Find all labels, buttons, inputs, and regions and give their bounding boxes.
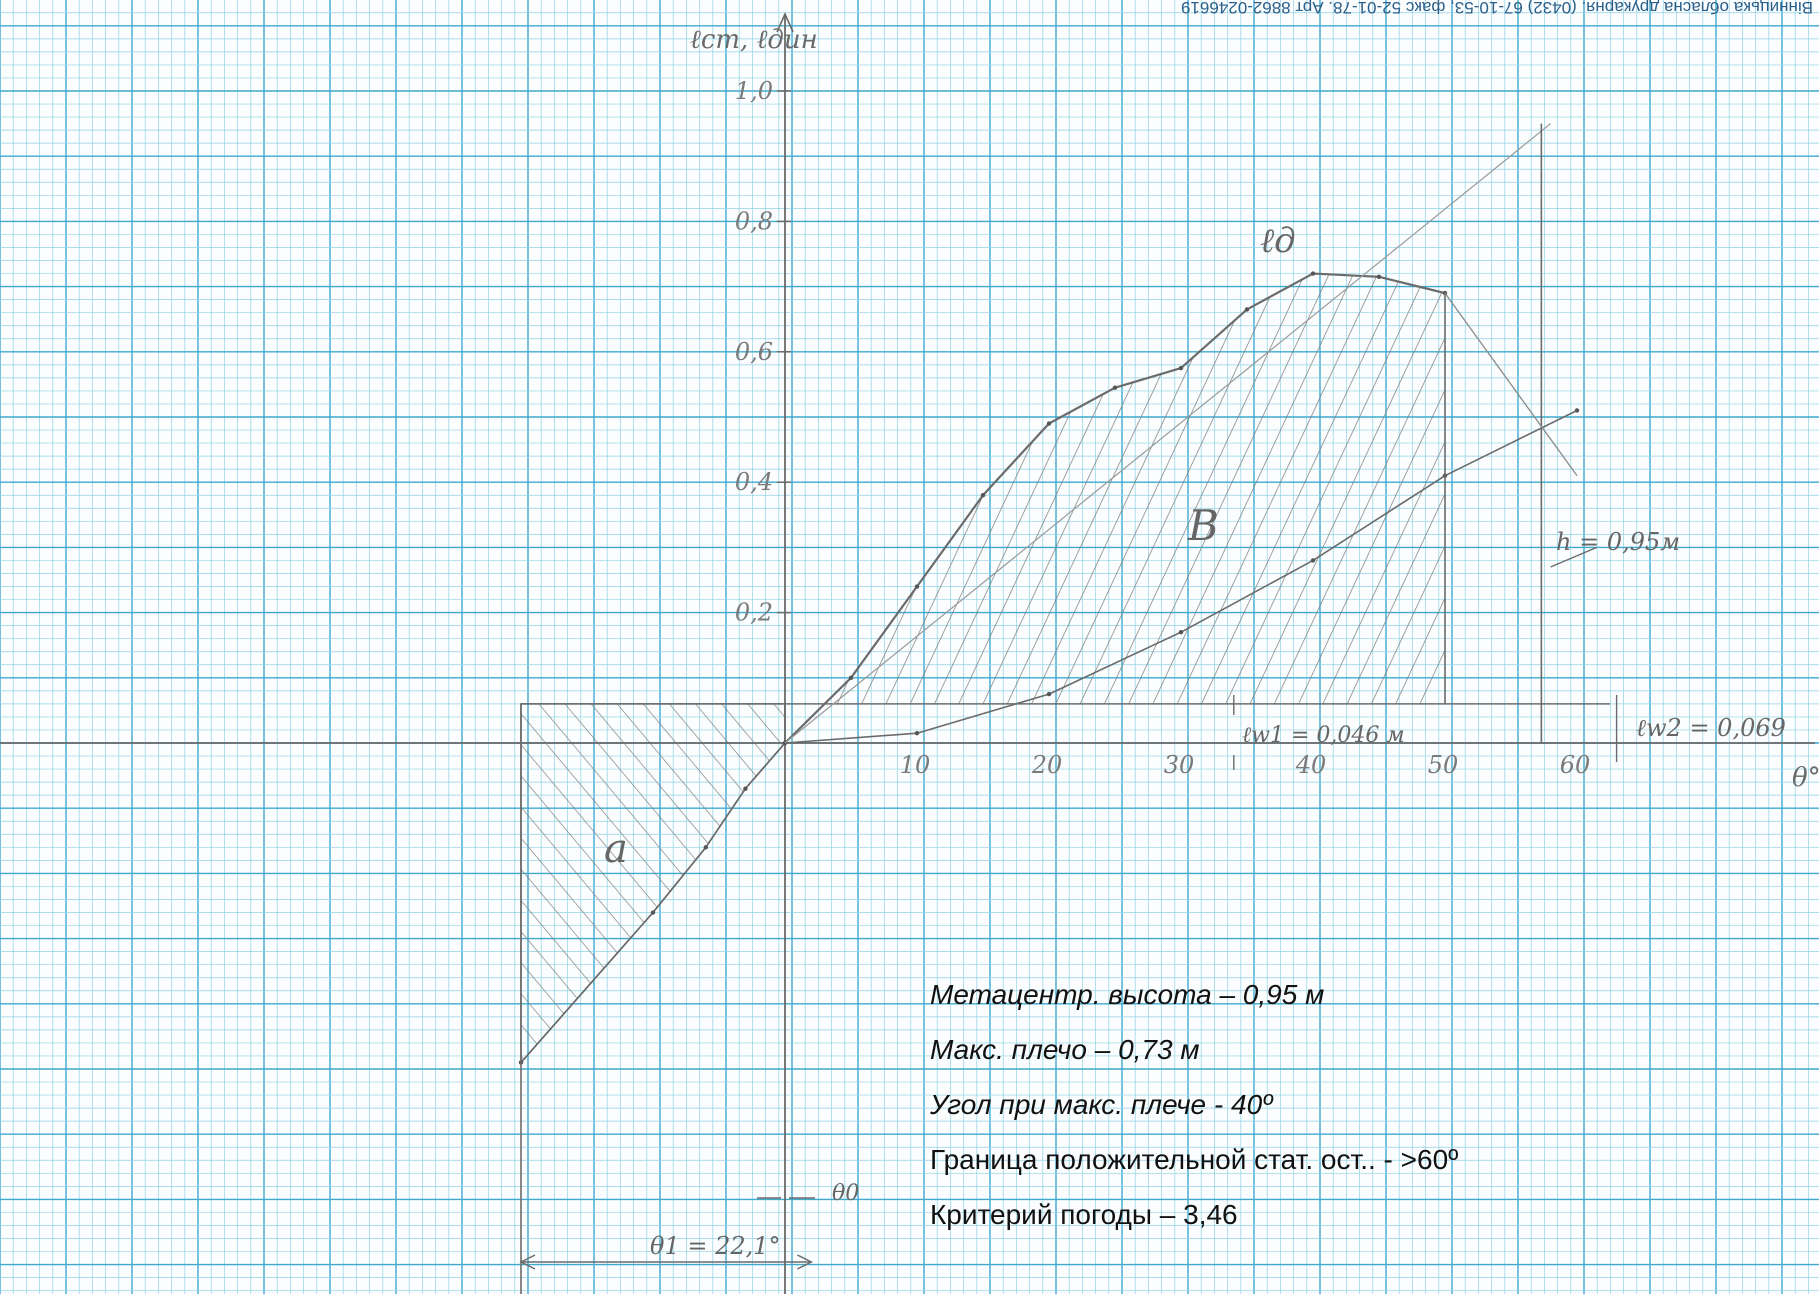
area-b-hatch [814,273,1445,704]
theta1-arrow-right [797,1254,814,1270]
curve-point [848,675,854,680]
note-metacentric-height: Метацентр. высота – 0,95 м [930,979,1325,1010]
curve-extension-line [1444,292,1578,477]
curve-point [703,845,708,850]
curves [518,123,1618,1294]
note-max-lever: Макс. плечо – 0,73 м [930,1034,1200,1065]
y-axis-arrow [776,12,794,33]
curve-point [1046,421,1052,426]
curve-point [1310,558,1316,563]
note-max-lever-angle: Угол при макс. плече - 40º [930,1089,1273,1120]
curve-label-ld: ℓд [1260,221,1296,261]
curve-point [1178,629,1184,635]
x-tick-label: 50 [1428,751,1459,779]
summary-notes: Метацентр. высота – 0,95 м Макс. плечо –… [930,975,1458,1250]
curve-point [650,910,656,915]
h-annotation: h = 0,95м [1556,528,1680,556]
theta0-label: θ0 [832,1181,859,1206]
note-stability-limit: Граница положительной стат. ост.. - >60º [930,1144,1459,1175]
paper-header-imprint: Вінницька обласна друкарня. (0432) 67-10… [1180,0,1813,17]
curve-point [914,731,920,736]
curve-point [1310,271,1316,276]
note-weather-criterion: Критерий погоды – 3,46 [930,1199,1238,1230]
x-tick-label: 60 [1560,751,1591,779]
curve-point [1112,385,1118,390]
x-tick-label: 10 [900,751,931,779]
y-tick-label: 0,2 [735,599,773,627]
y-tick-label: 0,4 [735,468,773,496]
curve-point [914,584,920,589]
curve-point [1244,307,1250,312]
curve-point [743,786,748,791]
area-a-label: a [604,826,628,872]
curve-point [1574,408,1580,413]
lw2-annotation: ℓw2 = 0,069 [1636,714,1786,742]
metacentric-height-line [784,123,1551,744]
y-axis-label: ℓст, ℓдин [690,25,818,55]
x-tick-label: 40 [1295,751,1327,779]
lw1-annotation: ℓw1 = 0,046 м [1242,723,1405,748]
x-tick-label: 20 [1031,751,1063,779]
x-tick-label: 30 [1164,751,1195,779]
x-axis-label: θ° [1792,763,1819,793]
area-b-label: B [1187,501,1219,550]
y-tick-label: 0,6 [735,338,773,366]
theta1-arrow-left [519,1254,536,1270]
y-tick-label: 1,0 [735,77,773,105]
h-label-leader [1550,546,1598,568]
axes [0,12,1815,1294]
y-tick-label: 0,8 [735,207,773,235]
curve-point [1178,365,1184,371]
curve-point [1046,691,1052,697]
theta1-label: θ1 = 22,1° [650,1232,781,1260]
curve-point [980,493,986,498]
chart-labels: 10 20 30 40 50 60 0,2 0,4 0,6 0,8 1,0 ℓст, ℓдин θ° a B… [604,25,1819,1260]
area-a-hatch [520,703,786,1065]
curve-point [1376,274,1382,280]
